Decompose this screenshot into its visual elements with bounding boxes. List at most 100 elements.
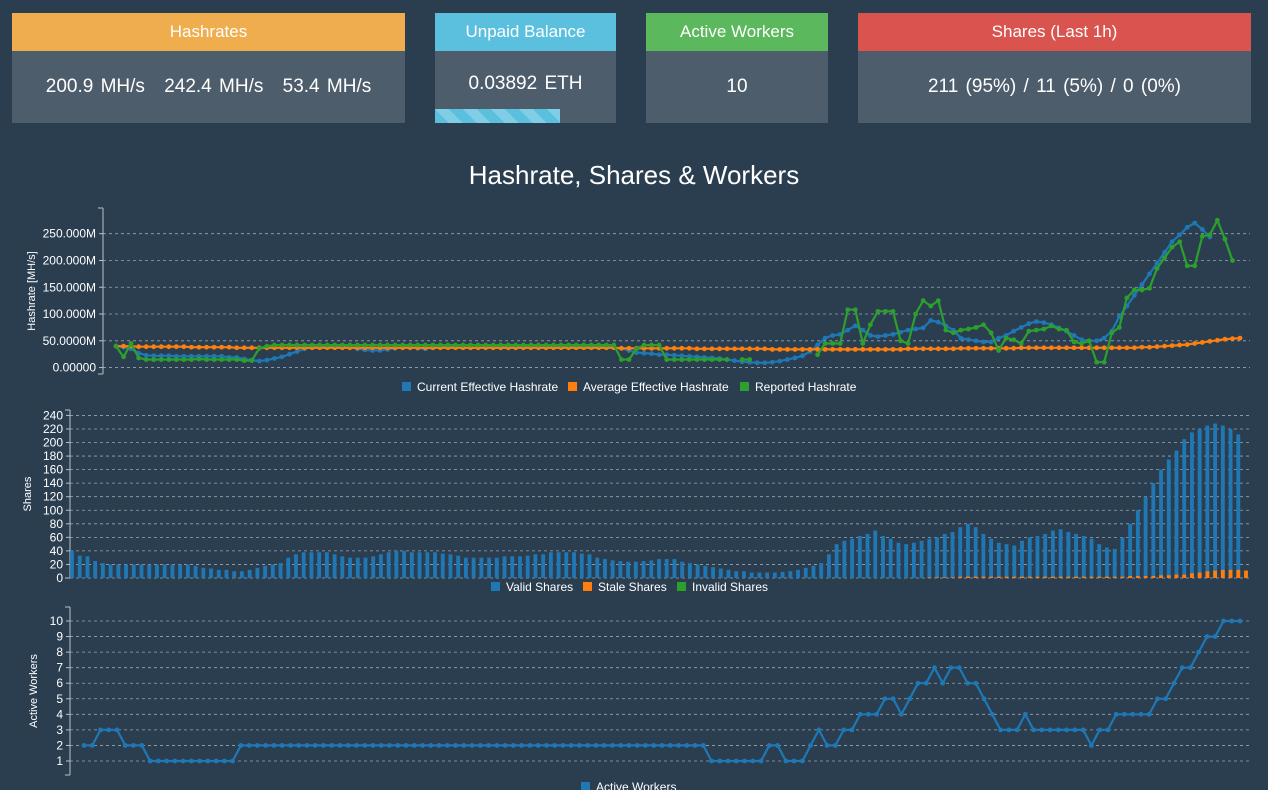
data-point	[189, 357, 194, 362]
data-point	[519, 743, 525, 748]
bar	[270, 564, 275, 578]
data-point	[815, 346, 820, 352]
bar	[440, 553, 445, 578]
bar	[819, 563, 824, 578]
data-point	[287, 342, 292, 348]
data-point	[1071, 345, 1077, 351]
data-point	[558, 342, 564, 348]
data-point	[1154, 260, 1160, 266]
bar	[193, 565, 198, 578]
data-point	[845, 307, 851, 313]
data-point	[136, 344, 142, 350]
data-point	[845, 346, 851, 352]
bar	[1128, 575, 1133, 578]
data-point	[717, 346, 722, 352]
bar	[803, 567, 808, 578]
data-point	[1105, 727, 1111, 733]
y-axis-label: Active Workers	[28, 654, 40, 728]
bar	[587, 554, 592, 578]
bar	[363, 557, 368, 578]
data-point	[181, 344, 187, 350]
data-point	[272, 356, 277, 361]
data-point	[1088, 743, 1094, 748]
bar	[680, 561, 685, 578]
bar	[927, 577, 932, 578]
bar	[572, 552, 576, 578]
data-point	[686, 357, 692, 362]
data-point	[998, 727, 1003, 733]
data-point	[173, 344, 179, 350]
bar	[448, 554, 453, 578]
data-point	[213, 758, 219, 764]
legend: Valid Shares Stale Shares Invalid Shares	[491, 580, 768, 594]
data-point	[1071, 339, 1077, 345]
bar	[703, 565, 708, 578]
data-point	[852, 346, 858, 352]
data-point	[241, 345, 247, 351]
data-point	[928, 318, 934, 323]
bar	[1074, 576, 1079, 578]
data-point	[189, 344, 194, 350]
data-point	[898, 338, 903, 344]
bar	[1050, 576, 1055, 578]
bar	[826, 554, 831, 578]
data-point	[395, 743, 401, 748]
data-point	[279, 354, 285, 360]
data-point	[717, 357, 722, 362]
data-point	[158, 344, 164, 350]
data-point	[1130, 711, 1136, 717]
data-point	[1163, 696, 1169, 702]
data-point	[354, 743, 359, 748]
data-point	[867, 346, 873, 352]
data-point	[196, 344, 202, 350]
data-point	[709, 346, 715, 352]
data-point	[1026, 345, 1032, 351]
y-tick-label: 10	[50, 614, 64, 628]
data-point	[158, 353, 164, 359]
data-point	[420, 743, 425, 748]
data-point	[560, 743, 566, 748]
bar	[1213, 423, 1218, 578]
data-point	[1199, 233, 1205, 239]
bar	[116, 564, 121, 578]
bar	[85, 556, 90, 578]
data-point	[973, 345, 979, 351]
data-point	[664, 345, 670, 351]
data-point	[1171, 680, 1177, 686]
bar	[355, 557, 360, 578]
data-point	[453, 743, 458, 748]
legend: Current Effective Hashrate Average Effect…	[402, 380, 857, 394]
data-point	[913, 326, 919, 332]
data-point	[498, 342, 504, 348]
data-point	[1033, 345, 1039, 351]
data-point	[1221, 618, 1226, 624]
bar	[996, 576, 1001, 578]
data-point	[543, 342, 549, 348]
data-point	[1131, 345, 1137, 351]
data-point	[742, 758, 747, 764]
bar	[927, 538, 932, 578]
bar	[1066, 531, 1071, 578]
data-point	[1116, 325, 1122, 330]
bar	[579, 553, 584, 578]
data-point	[1169, 343, 1175, 349]
data-point	[973, 680, 979, 686]
data-point	[437, 342, 443, 348]
data-point	[899, 711, 904, 717]
data-point	[219, 357, 225, 362]
shares-card: Shares (Last 1h) 211 (95%) / 11 (5%) / 0…	[858, 13, 1251, 123]
data-point	[415, 342, 421, 348]
bar	[556, 552, 561, 578]
data-point	[585, 743, 591, 748]
bar	[780, 571, 785, 578]
data-point	[634, 346, 639, 352]
data-point	[988, 345, 994, 351]
bar	[942, 577, 947, 578]
data-point	[249, 358, 255, 364]
chart-1: Hashrate [MH/s] 0.00000 50.0000M 100.000M 15…	[26, 207, 1250, 394]
data-point	[1177, 232, 1183, 238]
data-point	[513, 342, 519, 348]
bar	[170, 564, 175, 578]
bar	[657, 559, 661, 578]
